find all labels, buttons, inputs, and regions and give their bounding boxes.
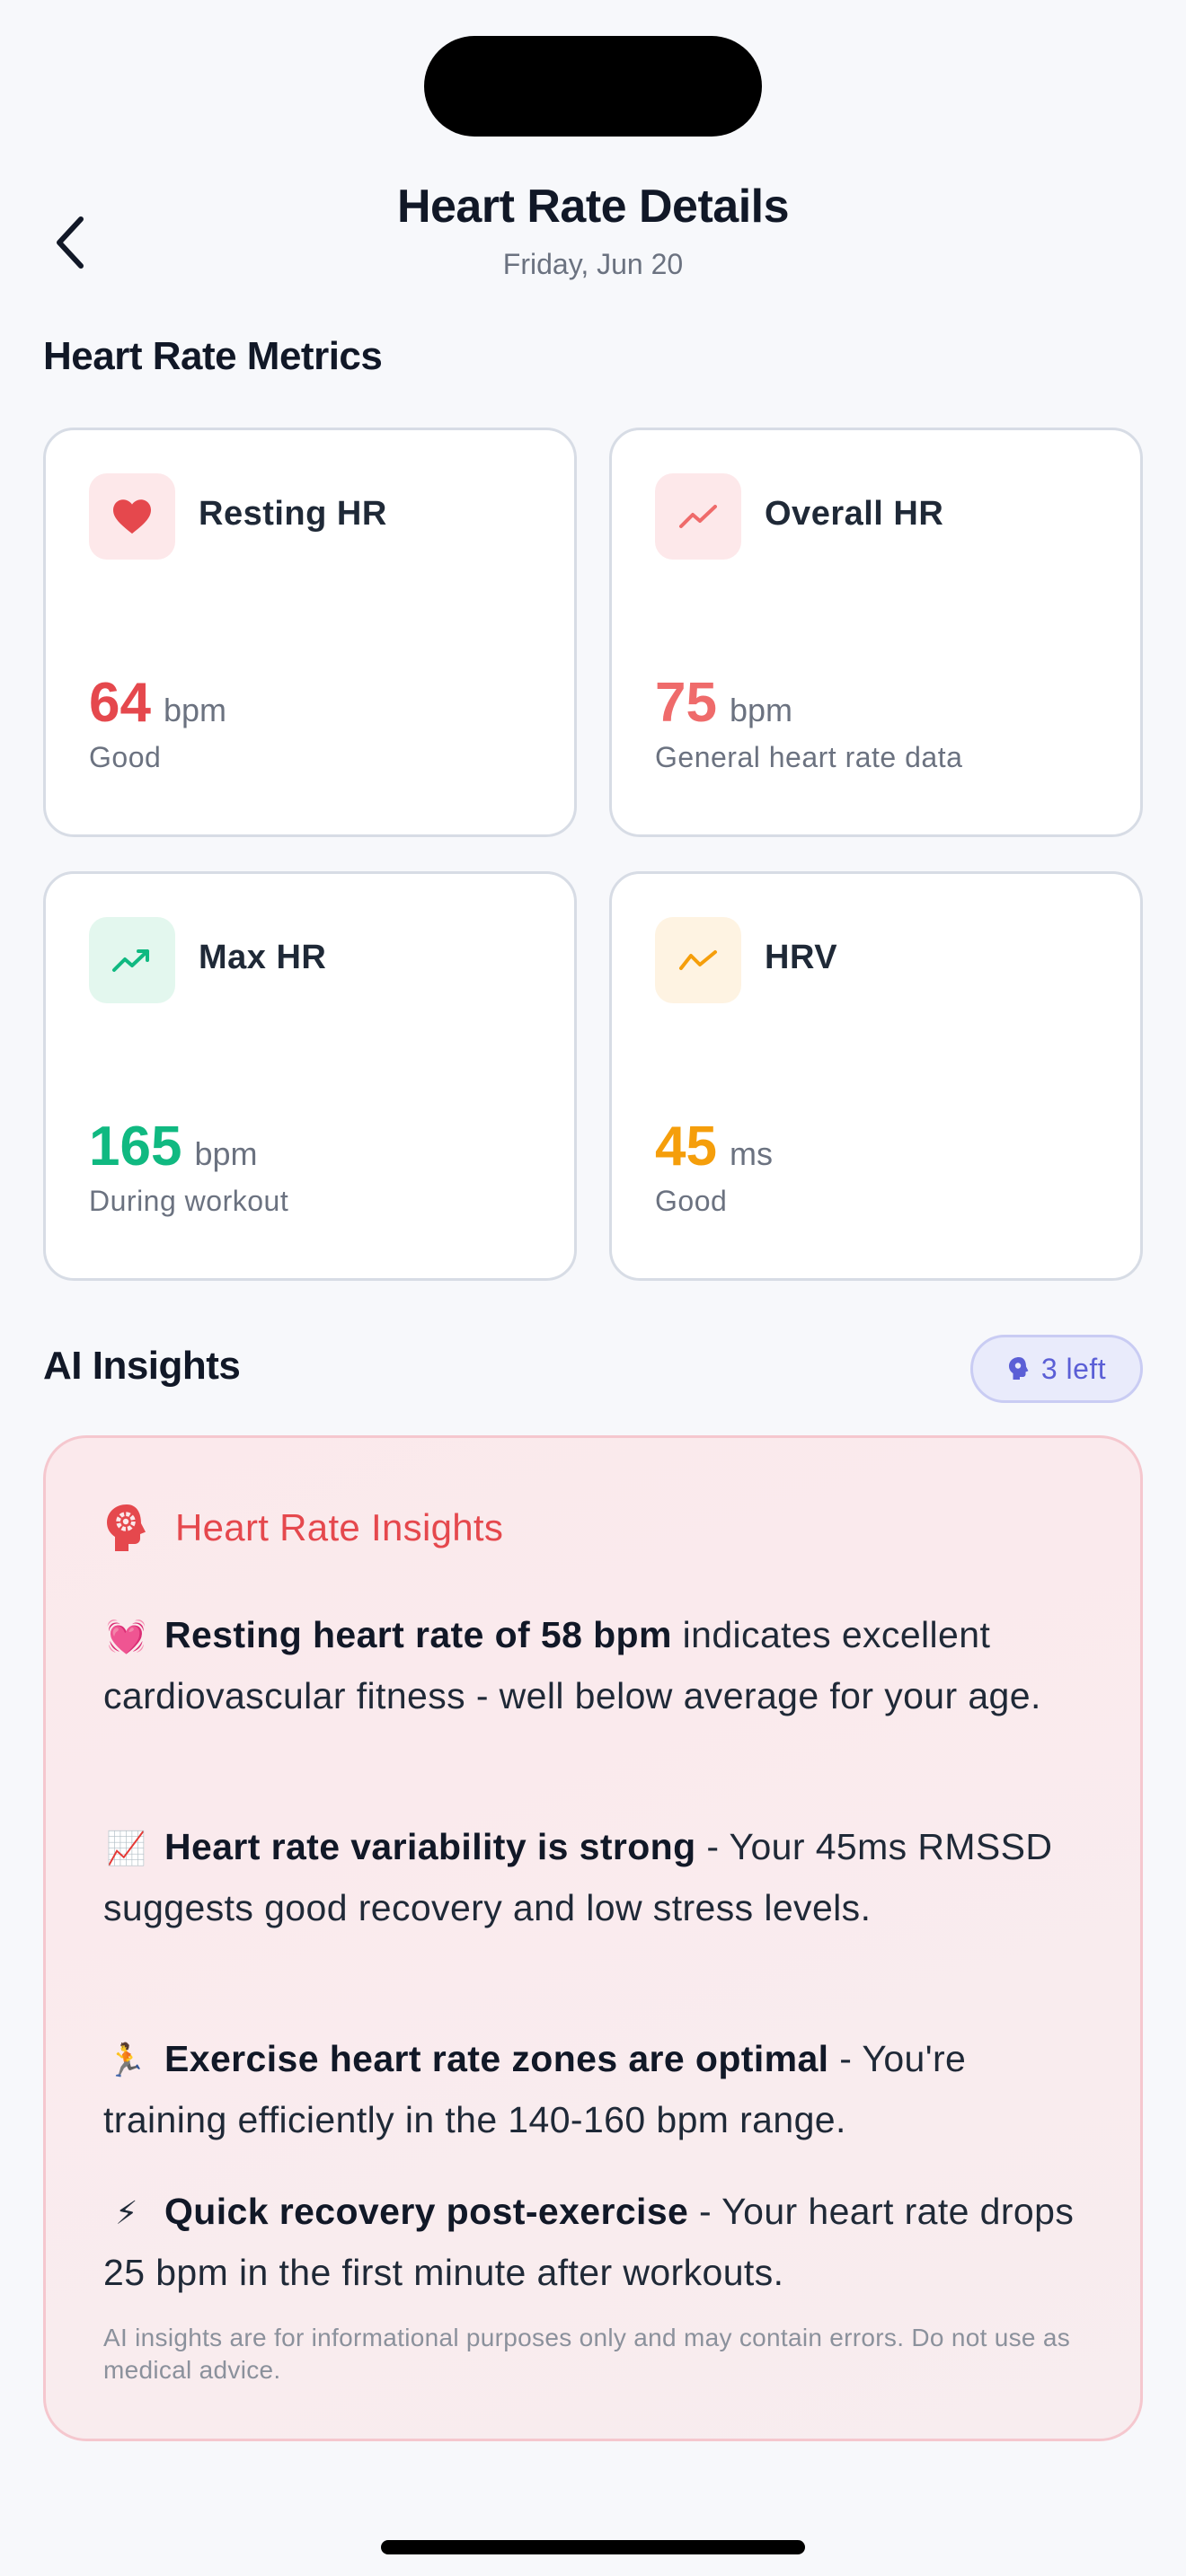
- trending-up-icon: [89, 917, 175, 1003]
- brain-gear-icon: [107, 1504, 146, 1551]
- insight-detail: indicates excellent cardiovascular fitne…: [103, 1614, 1041, 1716]
- insight-headline: Exercise heart rate zones are optimal: [164, 2038, 829, 2079]
- metric-note: General heart rate data: [655, 741, 963, 773]
- insights-remaining-badge[interactable]: 3 left: [970, 1335, 1143, 1403]
- badge-text: 3 left: [1040, 1352, 1107, 1385]
- metric-value: 64: [89, 672, 151, 734]
- dynamic-island: [424, 36, 762, 137]
- metric-label: HRV: [765, 939, 838, 976]
- insight-headline: Quick recovery post-exercise: [164, 2191, 689, 2232]
- insight-item: 💓 Resting heart rate of 58 bpm indicates …: [103, 1605, 1092, 1725]
- metric-label: Overall HR: [765, 495, 944, 533]
- metric-value: 165: [89, 1116, 182, 1178]
- metric-unit: bpm: [194, 1135, 258, 1172]
- insight-detail: - Your heart rate drops 25 bpm in the fi…: [103, 2191, 1075, 2293]
- heart-icon: [89, 473, 175, 560]
- metric-card-max-hr[interactable]: Max HR 165 bpm During workout: [43, 871, 577, 1281]
- metric-card-hrv[interactable]: HRV 45 ms Good: [609, 871, 1143, 1281]
- brain-icon: [1008, 1357, 1029, 1380]
- metric-unit: bpm: [729, 692, 792, 728]
- metric-note: Good: [89, 741, 162, 773]
- insight-detail: - You're training efficiently in the 140…: [103, 2038, 967, 2140]
- insight-headline: Heart rate variability is strong: [164, 1826, 696, 1867]
- metric-unit: ms: [729, 1135, 773, 1172]
- insight-item: 📈 Heart rate variability is strong - Your…: [103, 1817, 1092, 1937]
- chevron-left-icon: [57, 216, 84, 269]
- insights-card-title: Heart Rate Insights: [175, 1506, 504, 1548]
- lightning-icon: ⚡: [115, 2194, 138, 2231]
- metric-note: During workout: [89, 1185, 289, 1217]
- insight-detail: - Your 45ms RMSSD suggests good recovery…: [103, 1826, 1053, 1928]
- insight-item: 🏃 Exercise heart rate zones are optimal -…: [103, 2029, 1092, 2149]
- ai-disclaimer: AI insights are for informational purpos…: [103, 2324, 1071, 2384]
- back-button[interactable]: [43, 207, 97, 278]
- heart-rate-insights-card: Heart Rate Insights 💓 Resting heart rate …: [43, 1435, 1143, 2441]
- metric-value: 45: [655, 1116, 717, 1178]
- insight-headline: Resting heart rate of 58 bpm: [164, 1614, 672, 1655]
- chart-up-icon: 📈: [106, 1830, 147, 1866]
- metric-card-overall-hr[interactable]: Overall HR 75 bpm General heart rate dat…: [609, 428, 1143, 837]
- metric-unit: bpm: [163, 692, 226, 728]
- trend-line-icon: [655, 473, 741, 560]
- metric-label: Max HR: [199, 939, 327, 976]
- heart-pulse-icon: 💓: [106, 1618, 147, 1654]
- runner-icon: 🏃: [106, 2042, 147, 2078]
- metric-value: 75: [655, 672, 717, 734]
- trend-line-icon: [655, 917, 741, 1003]
- ai-insights-title: AI Insights: [43, 1344, 241, 1388]
- page-date: Friday, Jun 20: [502, 248, 684, 280]
- metric-label: Resting HR: [199, 495, 387, 533]
- home-indicator[interactable]: [381, 2540, 805, 2554]
- metric-note: Good: [655, 1185, 728, 1217]
- metrics-section-title: Heart Rate Metrics: [43, 334, 383, 378]
- insight-item: ⚡ Quick recovery post-exercise - Your hea…: [103, 2182, 1092, 2302]
- metric-card-resting-hr[interactable]: Resting HR 64 bpm Good: [43, 428, 577, 837]
- page-title: Heart Rate Details: [396, 181, 790, 233]
